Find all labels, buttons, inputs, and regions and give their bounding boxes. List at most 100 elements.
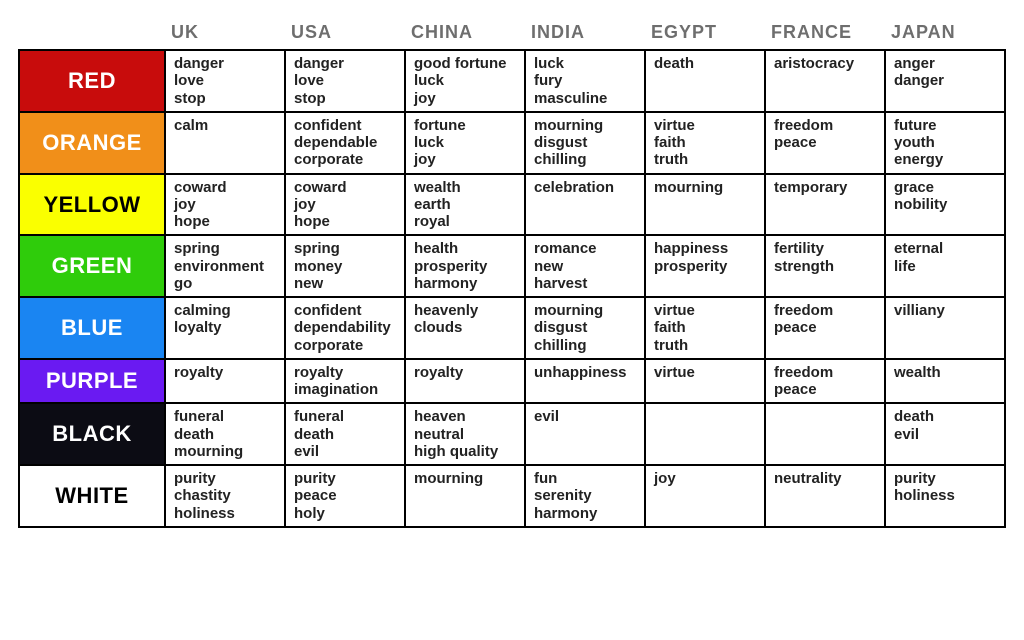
cell-terms: heavenly clouds	[414, 302, 516, 337]
cell-terms: confident dependability corporate	[294, 302, 396, 354]
cell-terms: joy	[654, 470, 756, 487]
cell: mourning disgust chilling	[525, 112, 645, 174]
cell: coward joy hope	[285, 174, 405, 236]
cell-terms: death evil	[894, 408, 996, 443]
cell: unhappiness	[525, 359, 645, 404]
header-japan: JAPAN	[885, 18, 1005, 50]
cell-terms: evil	[534, 408, 636, 425]
cell: heavenly clouds	[405, 297, 525, 359]
cell: freedom peace	[765, 112, 885, 174]
cell-terms: heaven neutral high quality	[414, 408, 516, 460]
cell: anger danger	[885, 50, 1005, 112]
cell: purity holiness	[885, 465, 1005, 527]
header-row: UK USA CHINA INDIA EGYPT FRANCE JAPAN	[19, 18, 1005, 50]
cell-terms: future youth energy	[894, 117, 996, 169]
cell-terms: confident dependable corporate	[294, 117, 396, 169]
color-swatch-purple: PURPLE	[19, 359, 165, 404]
table-row: PURPLEroyaltyroyalty imaginationroyaltyu…	[19, 359, 1005, 404]
cell: mourning disgust chilling	[525, 297, 645, 359]
cell: temporary	[765, 174, 885, 236]
cell	[645, 403, 765, 465]
table-row: REDdanger love stopdanger love stopgood …	[19, 50, 1005, 112]
color-swatch-white: WHITE	[19, 465, 165, 527]
cell-terms: calming loyalty	[174, 302, 276, 337]
cell: purity chastity holiness	[165, 465, 285, 527]
cell: grace nobility	[885, 174, 1005, 236]
header-uk: UK	[165, 18, 285, 50]
cell-terms: coward joy hope	[294, 179, 396, 231]
cell-terms: royalty	[414, 364, 516, 381]
cell: fun serenity harmony	[525, 465, 645, 527]
cell-terms: purity chastity holiness	[174, 470, 276, 522]
table-row: ORANGEcalmconfident dependable corporate…	[19, 112, 1005, 174]
cell-terms: wealth earth royal	[414, 179, 516, 231]
cell: romance new harvest	[525, 235, 645, 297]
cell-terms: freedom peace	[774, 364, 876, 399]
cell: health prosperity harmony	[405, 235, 525, 297]
cell-terms: luck fury masculine	[534, 55, 636, 107]
cell-terms: funeral death mourning	[174, 408, 276, 460]
cell: wealth	[885, 359, 1005, 404]
cell-terms: mourning	[414, 470, 516, 487]
cell: virtue faith truth	[645, 297, 765, 359]
cell-terms: fertility strength	[774, 240, 876, 275]
header-china: CHINA	[405, 18, 525, 50]
cell: confident dependable corporate	[285, 112, 405, 174]
cell: funeral death mourning	[165, 403, 285, 465]
cell: villiany	[885, 297, 1005, 359]
header-egypt: EGYPT	[645, 18, 765, 50]
cell-terms: fun serenity harmony	[534, 470, 636, 522]
cell: royalty imagination	[285, 359, 405, 404]
table-row: BLACKfuneral death mourningfuneral death…	[19, 403, 1005, 465]
cell-terms: mourning disgust chilling	[534, 117, 636, 169]
cell-terms: anger danger	[894, 55, 996, 90]
cell: mourning	[405, 465, 525, 527]
cell-terms: spring money new	[294, 240, 396, 292]
cell: royalty	[165, 359, 285, 404]
cell: good fortune luck joy	[405, 50, 525, 112]
table-body: REDdanger love stopdanger love stopgood …	[19, 50, 1005, 527]
color-swatch-orange: ORANGE	[19, 112, 165, 174]
cell: wealth earth royal	[405, 174, 525, 236]
cell-terms: virtue faith truth	[654, 117, 756, 169]
cell-terms: neutrality	[774, 470, 876, 487]
cell: royalty	[405, 359, 525, 404]
color-swatch-red: RED	[19, 50, 165, 112]
cell: joy	[645, 465, 765, 527]
cell: funeral death evil	[285, 403, 405, 465]
cell-terms: mourning	[654, 179, 756, 196]
cell: virtue faith truth	[645, 112, 765, 174]
cell: neutrality	[765, 465, 885, 527]
cell: danger love stop	[285, 50, 405, 112]
cell: calming loyalty	[165, 297, 285, 359]
cell: happiness prosperity	[645, 235, 765, 297]
table-row: YELLOWcoward joy hopecoward joy hopeweal…	[19, 174, 1005, 236]
cell-terms: fortune luck joy	[414, 117, 516, 169]
cell-terms: happiness prosperity	[654, 240, 756, 275]
color-swatch-yellow: YELLOW	[19, 174, 165, 236]
cell-terms: danger love stop	[294, 55, 396, 107]
header-india: INDIA	[525, 18, 645, 50]
cell	[765, 403, 885, 465]
color-culture-table: UK USA CHINA INDIA EGYPT FRANCE JAPAN RE…	[18, 18, 1006, 528]
cell: spring environment go	[165, 235, 285, 297]
color-swatch-blue: BLUE	[19, 297, 165, 359]
cell-terms: unhappiness	[534, 364, 636, 381]
color-swatch-black: BLACK	[19, 403, 165, 465]
cell-terms: virtue	[654, 364, 756, 381]
cell: heaven neutral high quality	[405, 403, 525, 465]
cell: coward joy hope	[165, 174, 285, 236]
cell-terms: freedom peace	[774, 302, 876, 337]
cell-terms: health prosperity harmony	[414, 240, 516, 292]
cell-terms: virtue faith truth	[654, 302, 756, 354]
cell-terms: romance new harvest	[534, 240, 636, 292]
cell: fertility strength	[765, 235, 885, 297]
cell: freedom peace	[765, 359, 885, 404]
cell-terms: freedom peace	[774, 117, 876, 152]
cell-terms: villiany	[894, 302, 996, 319]
cell: spring money new	[285, 235, 405, 297]
header-usa: USA	[285, 18, 405, 50]
cell-terms: aristocracy	[774, 55, 876, 72]
cell-terms: mourning disgust chilling	[534, 302, 636, 354]
cell: fortune luck joy	[405, 112, 525, 174]
